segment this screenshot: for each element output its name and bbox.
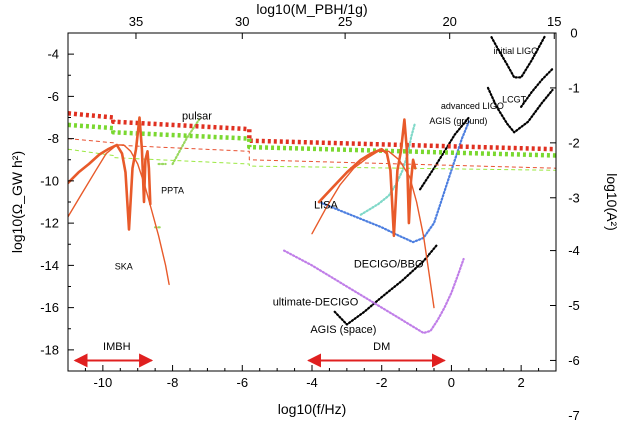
right-tick-label: -7: [568, 408, 580, 423]
series-spectrum-DM-outer: [311, 150, 435, 309]
x-tick-label: -8: [167, 375, 179, 390]
right-tick-label: -5: [568, 298, 580, 313]
y-tick-label: -8: [47, 131, 59, 146]
y-tick-label: -6: [47, 89, 59, 104]
series-sensitivity-ultimate-DECIGO: [283, 249, 465, 335]
x-tick-label: 0: [448, 375, 455, 390]
y-tick-label: -4: [47, 47, 59, 62]
series-sensitivity-LCGT: [520, 67, 554, 108]
annotation-label: AGIS (ground): [429, 116, 487, 126]
top-axis-title: log10(M_PBH/1g): [256, 1, 367, 17]
top-tick-label: 35: [129, 14, 143, 29]
right-tick-label: -6: [568, 353, 580, 368]
top-tick-label: 25: [338, 14, 352, 29]
plot-area: [68, 34, 556, 335]
annotation-label: PPTA: [161, 186, 184, 196]
annotation-label: ultimate-DECIGO: [273, 297, 359, 309]
series-spectrum-IMBH-peak: [68, 116, 152, 231]
series-sensitivity-AGIS-ground: [419, 116, 470, 191]
top-tick-label: 20: [442, 14, 456, 29]
x-tick-label: -6: [237, 375, 249, 390]
right-tick-label: -2: [568, 135, 580, 150]
series-sensitivity-advanced-LIGO: [486, 86, 554, 134]
right-tick-label: -1: [568, 80, 580, 95]
annotation-label: DM: [373, 341, 390, 353]
y-tick-label: -16: [40, 300, 59, 315]
right-tick-label: -4: [568, 243, 580, 258]
annotation-label: IMBH: [103, 341, 131, 353]
annotation-label: pulsar: [182, 111, 212, 123]
annotation-label: SKA: [115, 262, 133, 272]
series-bound-thin-red: [68, 138, 556, 169]
y-tick-label: -10: [40, 173, 59, 188]
plot-frame: [67, 32, 557, 372]
series-spectrum-IMBH-outer: [68, 144, 170, 286]
annotation-label: LCGT: [502, 95, 527, 105]
series-upper-bound-red: [68, 111, 556, 152]
right-axis-title: log10(A²): [604, 173, 620, 231]
top-tick-label: 30: [235, 14, 249, 29]
right-tick-label: -3: [568, 190, 580, 205]
annotation-label: DECIGO/BBO: [354, 258, 424, 270]
x-tick-label: -10: [93, 375, 112, 390]
x-tick-label: -2: [376, 375, 388, 390]
right-tick-label: 0: [570, 26, 577, 41]
y-axis-title: log10(Ω_GW h²): [9, 151, 25, 253]
x-tick-label: -4: [306, 375, 318, 390]
top-tick-label: 15: [547, 14, 561, 29]
y-tick-label: -18: [40, 342, 59, 357]
annotation-label: advanced LIGO: [441, 101, 504, 111]
series-sensitivity-LISA: [359, 122, 416, 216]
x-tick-label: 2: [518, 375, 525, 390]
axes: -10 -8 -6 -4 -2 0 2 -18 -16 -14 -12 -10 -8 -6 -4 0 -1 -2 -…: [9, 1, 620, 423]
series-spectrum-DM-peak: [317, 118, 417, 238]
y-tick-label: -14: [40, 258, 59, 273]
x-axis-title: log10(f/Hz): [278, 401, 346, 417]
annotation-label: AGIS (space): [310, 324, 376, 336]
series-sensitivity-initial-LIGO: [490, 34, 547, 79]
series-upper-bound-green: [68, 122, 556, 158]
y-tick-label: -12: [40, 216, 59, 231]
annotation-label: initial LIGO: [494, 46, 539, 56]
series-sensitivity-AGIS-space: [333, 243, 439, 326]
annotations: pulsar PPTA SKA LISA DECIGO/BBO ultimate-DECI…: [73, 46, 539, 368]
annotation-label: LISA: [314, 199, 339, 211]
